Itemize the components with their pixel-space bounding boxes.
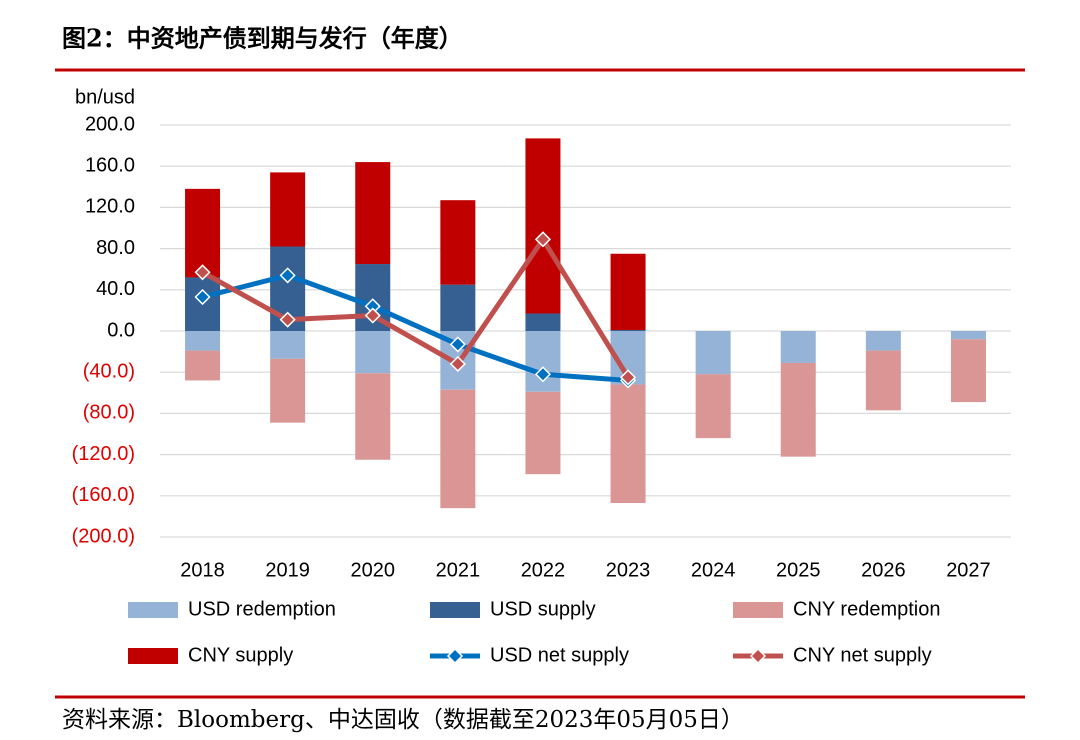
x-tick-label: 2026 (861, 559, 906, 581)
y-tick-label: (160.0) (72, 484, 135, 506)
bar (185, 331, 221, 351)
line (201, 236, 631, 379)
legend-marker (749, 647, 767, 665)
marker (279, 311, 296, 328)
bar (270, 358, 306, 423)
bar (525, 391, 561, 475)
line (201, 272, 629, 383)
marker (194, 288, 211, 306)
x-tick-label: 2021 (436, 559, 481, 581)
bar (865, 350, 901, 411)
bar (780, 362, 816, 457)
legend-label: USD redemption (188, 598, 336, 620)
legend-label: CNY supply (188, 644, 293, 666)
marker (534, 231, 552, 248)
y-tick-label: (120.0) (72, 443, 135, 465)
y-tick-label: 120.0 (85, 196, 135, 218)
y-tick-label: 40.0 (96, 278, 135, 300)
y-tick-label: (80.0) (83, 402, 135, 424)
chart-title: 图2：中资地产债到期与发行（年度） (62, 24, 463, 53)
bar (355, 373, 391, 460)
legend-label: USD supply (490, 598, 596, 620)
x-tick-label: 2019 (265, 559, 310, 581)
y-tick-label: (40.0) (83, 360, 135, 382)
bar (695, 331, 731, 375)
legend-swatch (430, 602, 480, 618)
legend-swatch (128, 602, 178, 618)
bar (440, 389, 476, 509)
bar (525, 138, 561, 314)
x-tick-label: 2023 (606, 559, 651, 581)
legend-label: USD net supply (490, 644, 629, 666)
x-tick-label: 2020 (351, 559, 396, 581)
y-tick-label: (200.0) (72, 525, 135, 547)
legend-marker (446, 647, 464, 665)
bar (865, 331, 901, 351)
bar (355, 162, 391, 265)
y-tick-label: 0.0 (107, 319, 135, 341)
x-tick-label: 2025 (776, 559, 821, 581)
marker (279, 267, 296, 284)
marker (449, 336, 466, 353)
y-tick-label: 80.0 (96, 237, 135, 259)
source-note: 资料来源：Bloomberg、中达固收（数据截至2023年05月05日） (62, 707, 744, 733)
bar (270, 172, 306, 247)
marker (449, 355, 466, 373)
bar (950, 331, 986, 340)
bar (525, 313, 561, 331)
bar (185, 350, 221, 381)
x-tick-label: 2027 (946, 559, 991, 581)
y-tick-label: 200.0 (85, 113, 135, 135)
y-axis-label: bn/usd (75, 86, 135, 108)
bar (440, 284, 476, 331)
legend-swatch (733, 602, 783, 618)
bar (780, 331, 816, 363)
marker (534, 366, 552, 383)
bar (270, 331, 306, 359)
bar (440, 200, 476, 285)
bar (355, 331, 391, 374)
marker (619, 369, 637, 386)
bar (610, 329, 646, 331)
x-tick-label: 2024 (691, 559, 736, 581)
marker (364, 307, 381, 324)
bar (610, 384, 646, 504)
bar (610, 253, 646, 330)
bar (525, 331, 561, 392)
bar (185, 188, 221, 278)
y-tick-label: 160.0 (85, 154, 135, 176)
bar (950, 339, 986, 403)
legend-label: CNY redemption (793, 598, 940, 620)
x-tick-label: 2022 (521, 559, 566, 581)
marker (194, 264, 211, 281)
legend-label: CNY net supply (793, 644, 932, 666)
legend-swatch (128, 648, 178, 664)
bar (695, 374, 731, 439)
x-tick-label: 2018 (180, 559, 225, 581)
